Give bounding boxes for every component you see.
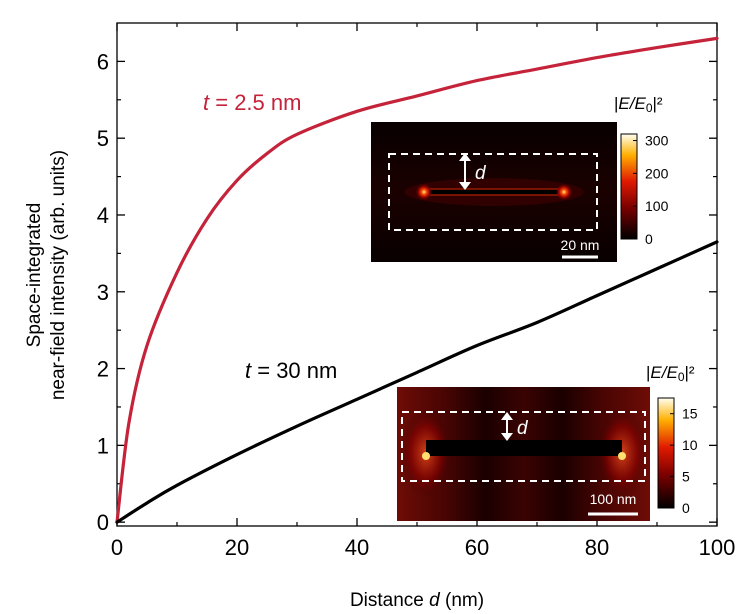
colorbar-tick-label: 5 [682, 469, 690, 485]
inset-2-scale-label: 100 nm [590, 491, 637, 507]
inset-2-gap-arrowhead-bottom [501, 433, 513, 441]
x-tick-label: 60 [465, 535, 489, 560]
x-tick-label: 80 [585, 535, 609, 560]
y-tick-label: 6 [97, 49, 109, 74]
inset-2-integration-box [401, 411, 646, 482]
inset-field-map-2.5nm: d 20 nm |E/E0|² 0 100 200 300 [371, 94, 669, 262]
series-line-t-30nm [115, 240, 719, 524]
y-tick-label: 1 [97, 433, 109, 458]
colorbar-tick-label: 200 [645, 165, 669, 181]
inset-2-nanostructure [426, 440, 622, 456]
colorbar-tick-label: 10 [682, 437, 698, 453]
inset-1-integration-box [388, 153, 598, 231]
colorbar-tick-label: 15 [682, 406, 698, 422]
series-line-t-2.5nm [115, 36, 719, 524]
y-tick-label: 4 [97, 203, 109, 228]
inset-2-gap-label: d [517, 418, 529, 439]
y-tick-label: 3 [97, 280, 109, 305]
inset-1-scale-label: 20 nm [561, 237, 600, 253]
inset-2-colorbar-title: |E/E0|² [646, 363, 695, 384]
inset-2-hotspot-right [618, 452, 626, 460]
inset-2-gap-arrowhead-top [501, 412, 513, 420]
colorbar-tick-label: 100 [645, 198, 669, 214]
axis-ticks [116, 23, 718, 526]
inset-1-nanostructure [424, 189, 564, 195]
colorbar-tick-label: 0 [645, 231, 653, 247]
inset-1-colorbar-title: |E/E0|² [614, 94, 663, 115]
inset-1-colorbar-ticks: 0 100 200 300 [633, 133, 669, 247]
inset-2-colorbar [657, 397, 675, 509]
y-tick-label: 2 [97, 357, 109, 382]
x-tick-label: 20 [225, 535, 249, 560]
x-tick-label: 40 [345, 535, 369, 560]
x-tick-label: 0 [111, 535, 123, 560]
x-tick-label: 100 [699, 535, 736, 560]
y-axis-title-line-1: Space-integrated [24, 203, 45, 348]
inset-1-colorbar [620, 133, 638, 240]
inset-1-hotspot-right [556, 184, 572, 200]
y-axis-title: Space-integrated near-field intensity (a… [24, 150, 69, 400]
inset-1-hotspot-left [416, 184, 432, 200]
inset-1-gap-arrowhead-top [459, 153, 471, 161]
colorbar-tick-label: 300 [645, 133, 669, 149]
inset-1-gap-label: d [475, 163, 487, 184]
y-axis-title-line-2: near-field intensity (arb. units) [48, 150, 69, 400]
y-tick-label: 5 [97, 126, 109, 151]
series-label-t-2.5nm: t = 2.5 nm [203, 90, 301, 115]
inset-field-map-30nm: d 100 nm |E/E0|² 0 5 10 15 [397, 363, 698, 521]
inset-1-gap-arrowhead-bottom [459, 182, 471, 190]
series-label-t-30nm: t = 30 nm [245, 358, 337, 383]
inset-2-hotspot-left [422, 452, 430, 460]
inset-2-colorbar-ticks: 0 5 10 15 [670, 406, 698, 516]
x-axis-title: Distance d (nm) [350, 590, 484, 611]
y-tick-label: 0 [97, 510, 109, 535]
colorbar-tick-label: 0 [682, 500, 690, 516]
